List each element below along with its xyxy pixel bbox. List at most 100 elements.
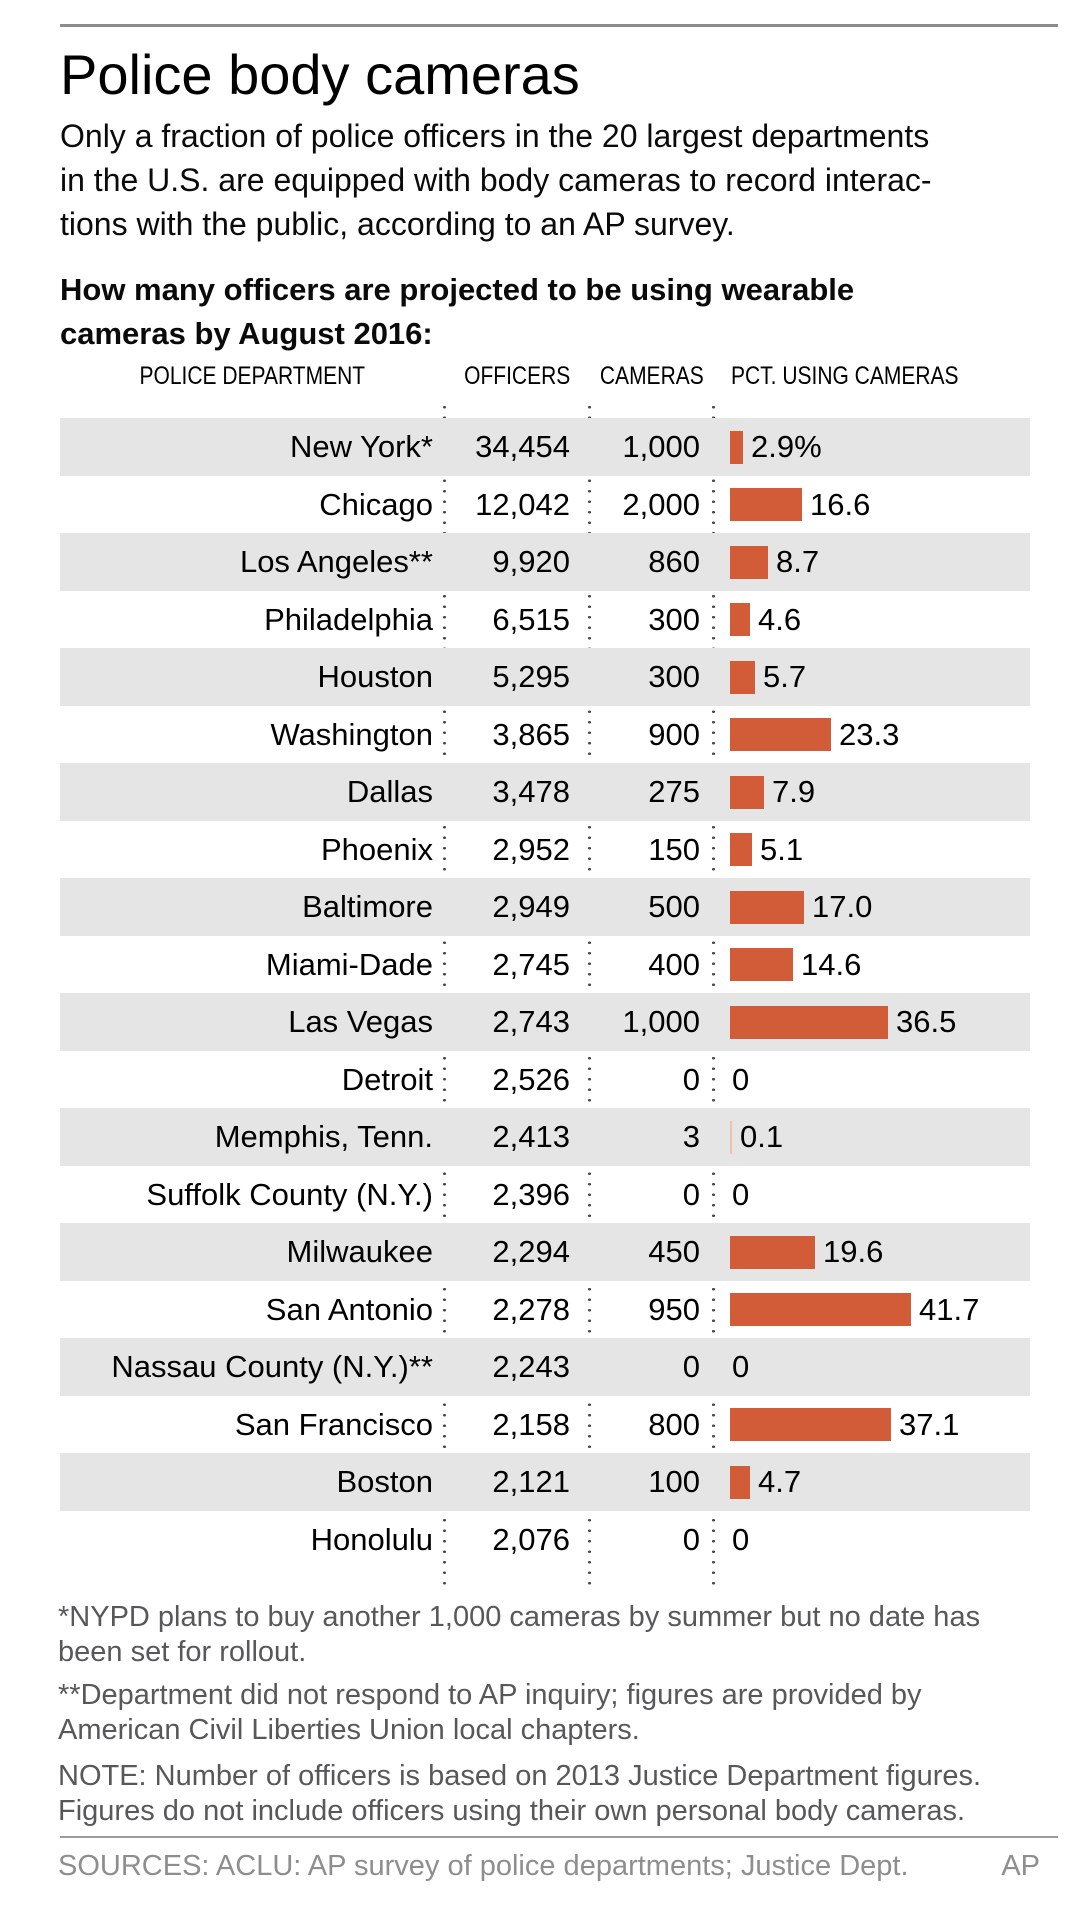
pct-value-label: 4.6 [758, 601, 802, 637]
cameras-cell: 300 [648, 659, 700, 694]
column-header-label: PCT. USING CAMERAS [731, 362, 959, 390]
officers-cell: 2,413 [492, 1119, 570, 1154]
officers-cell: 2,396 [492, 1176, 570, 1212]
column-header-officers: OFFICERS [445, 360, 590, 392]
section-heading: How many officers are projected to be us… [60, 272, 855, 351]
table-row: New York* 34,454 1,000 2.9% [60, 418, 1030, 476]
pct-bar [730, 660, 755, 694]
pct-value-label: 2.9% [751, 429, 822, 464]
footnote-double-asterisk: **Department did not respond to AP inqui… [58, 1679, 922, 1746]
officers-cell: 2,949 [492, 889, 570, 924]
pct-value-label: 36.5 [896, 1004, 957, 1039]
officers-cell: 3,478 [492, 774, 570, 809]
department-cell: New York* [289, 429, 433, 464]
pct-bar [730, 603, 750, 636]
table-row: Philadelphia 6,515 300 4.6 [60, 591, 1030, 649]
officers-cell: 2,158 [492, 1406, 570, 1442]
table-row: San Francisco 2,158 800 37.1 [60, 1396, 1030, 1454]
department-cell: San Francisco [234, 1406, 433, 1442]
department-cell: San Antonio [265, 1291, 433, 1327]
cameras-cell: 275 [648, 774, 700, 809]
officers-cell: 2,745 [492, 946, 570, 982]
pct-bar [730, 890, 804, 924]
officers-cell: 2,526 [492, 1061, 570, 1097]
cameras-cell: 400 [648, 946, 700, 982]
cameras-cell: 0 [682, 1521, 700, 1557]
pct-value-label: 5.7 [763, 659, 807, 694]
cameras-cell: 300 [648, 601, 700, 637]
table-row: Chicago 12,042 2,000 16.6 [60, 476, 1030, 534]
pct-bar [730, 948, 793, 981]
pct-value-label: 0 [732, 1521, 750, 1557]
cameras-cell: 0 [682, 1061, 700, 1097]
cameras-cell: 0 [682, 1176, 700, 1212]
cameras-cell: 900 [648, 716, 700, 752]
table-row: Boston 2,121 100 4.7 [60, 1453, 1030, 1511]
pct-bar [730, 1120, 732, 1154]
table-row: Memphis, Tenn. 2,413 3 0.1 [60, 1108, 1030, 1166]
officers-cell: 12,042 [475, 486, 570, 522]
officers-cell: 2,952 [492, 831, 570, 867]
column-header-cameras: CAMERAS [590, 360, 713, 392]
pct-bar [730, 545, 768, 579]
cameras-cell: 450 [648, 1234, 700, 1269]
pct-bar [730, 1005, 888, 1039]
pct-bar [730, 1465, 750, 1499]
pct-value-label: 0.1 [740, 1119, 784, 1154]
pct-bar [730, 1408, 891, 1441]
table-row: Las Vegas 2,743 1,000 36.5 [60, 993, 1030, 1051]
pct-value-label: 19.6 [823, 1234, 884, 1269]
cameras-cell: 100 [648, 1464, 700, 1499]
cameras-cell: 2,000 [622, 486, 700, 522]
officers-cell: 2,294 [492, 1234, 570, 1269]
pct-value-label: 14.6 [801, 946, 862, 982]
table-row: Miami-Dade 2,745 400 14.6 [60, 936, 1030, 994]
table-row: Baltimore 2,949 500 17.0 [60, 878, 1030, 936]
officers-cell: 2,243 [492, 1349, 570, 1384]
pct-value-label: 17.0 [812, 889, 873, 924]
cameras-cell: 150 [648, 831, 700, 867]
sources-text: SOURCES: ACLU: AP survey of police depar… [58, 1850, 909, 1882]
table-row: Nassau County (N.Y.)** 2,243 0 0 [60, 1338, 1030, 1396]
pct-bar [730, 833, 752, 866]
officers-cell: 2,121 [492, 1464, 570, 1499]
note-text: NOTE: Number of officers is based on 201… [58, 1760, 982, 1827]
officers-cell: 34,454 [475, 429, 570, 464]
pct-bar [730, 718, 831, 751]
column-header-label: CAMERAS [599, 362, 704, 390]
department-cell: Los Angeles** [239, 544, 433, 579]
department-cell: Nassau County (N.Y.)** [111, 1349, 433, 1384]
department-cell: Detroit [341, 1061, 433, 1097]
pct-value-label: 4.7 [758, 1464, 802, 1499]
department-cell: Dallas [346, 774, 433, 809]
ap-credit: AP [1001, 1850, 1040, 1882]
pct-bar [730, 1235, 815, 1269]
cameras-cell: 950 [648, 1291, 700, 1327]
cameras-cell: 3 [682, 1119, 700, 1154]
pct-value-label: 0 [732, 1349, 750, 1384]
footnote-single-asterisk: *NYPD plans to buy another 1,000 cameras… [58, 1601, 981, 1668]
pct-value-label: 23.3 [839, 716, 900, 752]
table-row: Los Angeles** 9,920 860 8.7 [60, 533, 1030, 591]
table-row: Suffolk County (N.Y.) 2,396 0 0 [60, 1166, 1030, 1224]
cameras-cell: 500 [648, 889, 700, 924]
officers-cell: 6,515 [492, 601, 570, 637]
cameras-cell: 1,000 [622, 1004, 700, 1039]
cameras-cell: 1,000 [622, 429, 700, 464]
column-header-pct-using-cameras: PCT. USING CAMERAS [731, 360, 1051, 392]
officers-cell: 2,076 [492, 1521, 570, 1557]
pct-value-label: 5.1 [760, 831, 804, 867]
pct-bar [730, 430, 743, 464]
pct-bar [730, 1293, 911, 1326]
officers-cell: 2,278 [492, 1291, 570, 1327]
department-cell: Phoenix [320, 831, 433, 867]
table-row: Detroit 2,526 0 0 [60, 1051, 1030, 1109]
department-cell: Washington [270, 716, 433, 752]
pct-value-label: 16.6 [810, 486, 871, 522]
pct-bar [730, 488, 802, 521]
officers-cell: 2,743 [492, 1004, 570, 1039]
column-header-label: POLICE DEPARTMENT [139, 362, 366, 390]
department-cell: Honolulu [310, 1521, 433, 1557]
department-cell: Boston [336, 1464, 433, 1499]
pct-bar [730, 775, 764, 809]
